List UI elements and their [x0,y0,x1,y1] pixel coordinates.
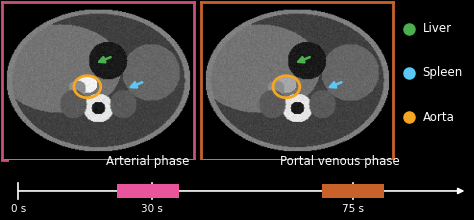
Text: 0 s: 0 s [11,204,26,214]
Text: Portal venous phase: Portal venous phase [280,155,400,168]
Text: Arterial phase: Arterial phase [106,155,190,168]
Text: Liver: Liver [422,22,452,35]
Text: Aorta: Aorta [422,110,455,123]
Text: 75 s: 75 s [342,204,364,214]
Text: 30 s: 30 s [141,204,163,214]
Text: Spleen: Spleen [422,66,463,79]
